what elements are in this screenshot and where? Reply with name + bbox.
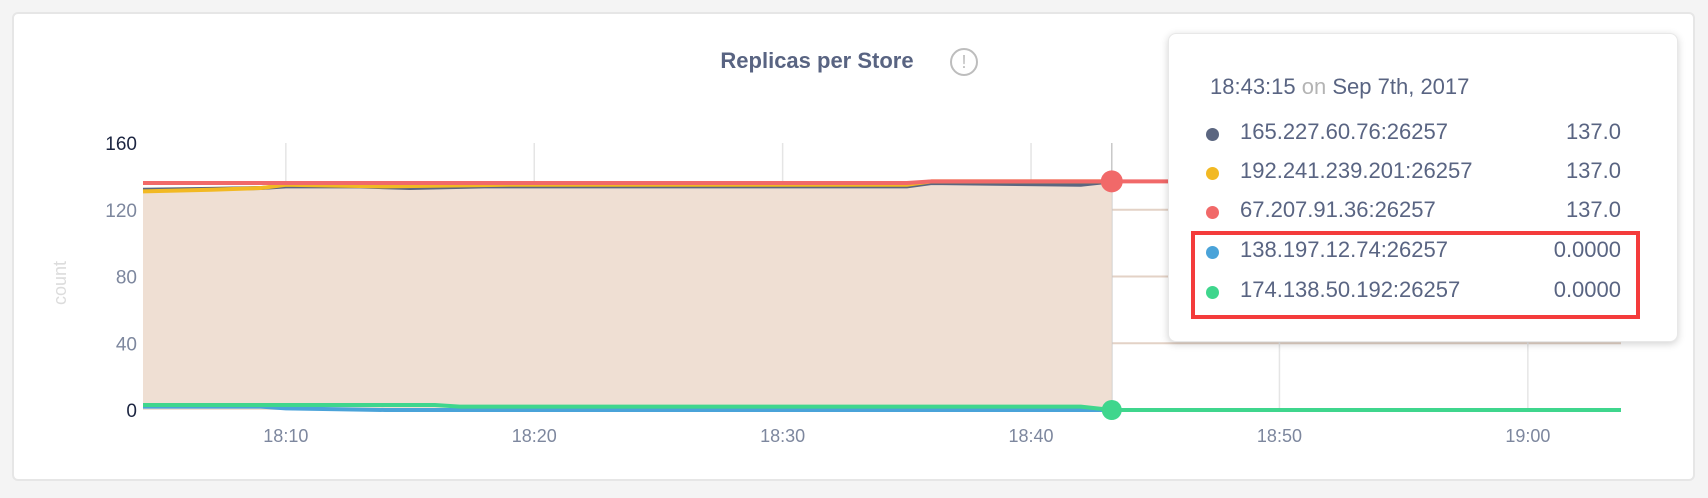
y-tick-label: 160 bbox=[105, 134, 137, 155]
x-tick-label: 18:50 bbox=[1257, 426, 1302, 446]
series-dot-icon bbox=[1206, 206, 1219, 219]
series-line bbox=[143, 402, 1621, 412]
series-dot-icon bbox=[1206, 246, 1219, 259]
tooltip-series-label: 174.138.50.192:26257 bbox=[1240, 277, 1461, 302]
tooltip-series-label: 165.227.60.76:26257 bbox=[1240, 119, 1448, 144]
tooltip-series-label: 67.207.91.36:26257 bbox=[1240, 197, 1436, 222]
tooltip-series-value: 0.0000 bbox=[1553, 277, 1621, 302]
tooltip-row: 192.241.239.201:26257 137.0 bbox=[1201, 158, 1621, 188]
tooltip-series-label: 138.197.12.74:26257 bbox=[1240, 237, 1448, 262]
tooltip-row: 174.138.50.192:26257 0.0000 bbox=[1201, 277, 1621, 307]
x-tick-label: 19:00 bbox=[1505, 426, 1550, 446]
hover-tooltip: 18:43:15 on Sep 7th, 2017 165.227.60.76:… bbox=[1168, 33, 1678, 342]
x-tick-label: 18:30 bbox=[760, 426, 805, 446]
y-tick-label: 40 bbox=[116, 334, 137, 355]
series-dot-icon bbox=[1206, 286, 1219, 299]
highlight-box bbox=[1191, 231, 1640, 319]
tooltip-time: 18:43:15 bbox=[1210, 74, 1296, 99]
hover-marker bbox=[1100, 170, 1123, 193]
y-axis-label: count bbox=[50, 261, 70, 305]
series-dot-icon bbox=[1206, 167, 1219, 180]
tooltip-row: 67.207.91.36:26257 137.0 bbox=[1201, 197, 1621, 227]
y-tick-label: 120 bbox=[105, 201, 137, 222]
chart-title: Replicas per Store bbox=[720, 48, 914, 73]
tooltip-series-value: 137.0 bbox=[1565, 158, 1621, 183]
tooltip-series-value: 137.0 bbox=[1565, 197, 1621, 222]
tooltip-series-value: 137.0 bbox=[1565, 119, 1621, 144]
tooltip-series-label: 192.241.239.201:26257 bbox=[1240, 158, 1473, 183]
info-icon[interactable]: ! bbox=[950, 48, 978, 76]
tooltip-on: on bbox=[1301, 74, 1327, 99]
x-tick-label: 18:10 bbox=[263, 426, 308, 446]
tooltip-timestamp: 18:43:15 on Sep 7th, 2017 bbox=[1210, 74, 1469, 100]
series-dot-icon bbox=[1206, 128, 1219, 141]
x-tick-label: 18:20 bbox=[512, 426, 557, 446]
tooltip-row: 138.197.12.74:26257 0.0000 bbox=[1201, 237, 1621, 267]
area-fill bbox=[143, 181, 1112, 410]
y-tick-label: 0 bbox=[126, 401, 137, 422]
hover-marker bbox=[1101, 400, 1122, 420]
tooltip-date: Sep 7th, 2017 bbox=[1332, 74, 1470, 99]
y-tick-label: 80 bbox=[116, 268, 137, 289]
tooltip-series-value: 0.0000 bbox=[1553, 237, 1621, 262]
x-tick-label: 18:40 bbox=[1009, 426, 1054, 446]
tooltip-row: 165.227.60.76:26257 137.0 bbox=[1201, 119, 1621, 149]
